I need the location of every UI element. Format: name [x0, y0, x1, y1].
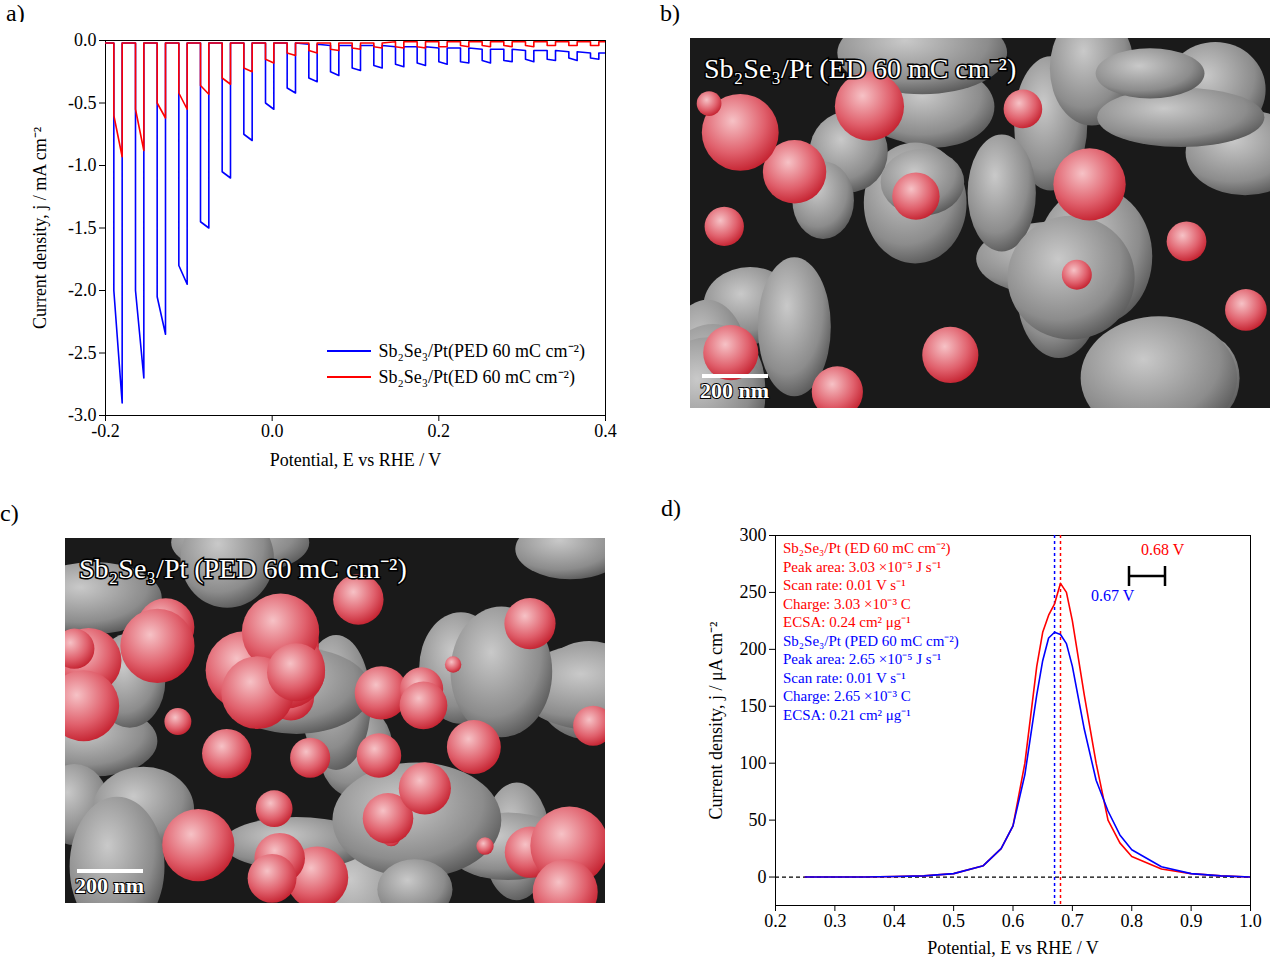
html-text:Sb₂Se₃/Pt (PED 60 mC cm⁻²): Sb₂Se₃/Pt (PED 60 mC cm⁻²) [783, 632, 959, 649]
html-text:ECSA: 0.21 cm² μg⁻¹: ECSA: 0.21 cm² μg⁻¹ [783, 706, 911, 723]
html-text:Scan rate: 0.01 V s⁻¹: Scan rate: 0.01 V s⁻¹ [783, 577, 906, 593]
svg-text:Potential, E vs RHE / V: Potential, E vs RHE / V [927, 938, 1099, 958]
svg-text:0.2: 0.2 [764, 911, 787, 931]
html-text:b): b) [660, 0, 680, 26]
svg-text:0.9: 0.9 [1180, 911, 1203, 931]
html-text:0.68 V: 0.68 V [1141, 541, 1185, 558]
svg-text:-0.2: -0.2 [91, 421, 120, 441]
svg-text:0.5: 0.5 [942, 911, 965, 931]
html-text:d): d) [661, 495, 681, 521]
svg-text:0.3: 0.3 [824, 911, 847, 931]
svg-text:Sb₂Se₃/Pt (PED 60 mC cm⁻²): Sb₂Se₃/Pt (PED 60 mC cm⁻²) [79, 553, 407, 584]
svg-text:100: 100 [740, 753, 767, 773]
html-text:0.67 V: 0.67 V [1091, 587, 1135, 604]
html-text:ECSA: 0.24 cm² μg⁻¹: ECSA: 0.24 cm² μg⁻¹ [783, 614, 911, 630]
svg-text:-2.5: -2.5 [68, 343, 97, 363]
html-text:Charge: 3.03 ×10⁻³ C: Charge: 3.03 ×10⁻³ C [783, 595, 911, 612]
svg-text:250: 250 [740, 582, 767, 602]
svg-text:-3.0: -3.0 [68, 405, 97, 426]
svg-text:-1.5: -1.5 [68, 218, 97, 238]
svg-text:0.7: 0.7 [1061, 911, 1084, 931]
svg-text:Potential, E vs RHE / V: Potential, E vs RHE / V [270, 450, 442, 470]
svg-text:-0.5: -0.5 [68, 93, 97, 113]
svg-text:0.4: 0.4 [594, 421, 617, 441]
svg-text:1.0: 1.0 [1239, 911, 1262, 931]
svg-text:200: 200 [740, 639, 767, 659]
svg-text:200 nm: 200 nm [700, 378, 769, 403]
html-text:c): c) [0, 500, 19, 526]
html-text:Peak area: 2.65 ×10⁻⁵ J s⁻¹: Peak area: 2.65 ×10⁻⁵ J s⁻¹ [783, 651, 942, 667]
svg-text:-1.0: -1.0 [68, 155, 97, 175]
html-text:Sb₂Se₃/Pt(ED 60 mC cm⁻²): Sb₂Se₃/Pt(ED 60 mC cm⁻²) [378, 367, 575, 387]
svg-text:150: 150 [740, 696, 767, 716]
svg-text:0.8: 0.8 [1121, 911, 1144, 931]
svg-text:0.2: 0.2 [428, 421, 451, 441]
svg-text:300: 300 [740, 525, 767, 545]
html-text:a): a) [6, 0, 25, 26]
svg-text:0.4: 0.4 [883, 911, 906, 931]
svg-text:-2.0: -2.0 [68, 280, 97, 300]
svg-text:0.0: 0.0 [74, 30, 97, 50]
html-text:Peak area: 3.03 ×10⁻⁵ J s⁻¹: Peak area: 3.03 ×10⁻⁵ J s⁻¹ [783, 558, 942, 575]
svg-text:200 nm: 200 nm [75, 873, 144, 898]
svg-text:0.6: 0.6 [1002, 911, 1025, 931]
svg-text:0: 0 [758, 867, 767, 887]
svg-text:0.0: 0.0 [261, 421, 284, 441]
svg-text:Current density, j / μA cm⁻²: Current density, j / μA cm⁻² [706, 622, 726, 820]
html-text:Scan rate: 0.01 V s⁻¹: Scan rate: 0.01 V s⁻¹ [783, 669, 906, 686]
html-text:Sb₂Se₃/Pt (ED 60 mC cm⁻²): Sb₂Se₃/Pt (ED 60 mC cm⁻²) [783, 540, 951, 556]
html-text:Sb₂Se₃/Pt(PED 60 mC cm⁻²): Sb₂Se₃/Pt(PED 60 mC cm⁻²) [378, 341, 585, 361]
svg-text:Current density, j / mA cm⁻²: Current density, j / mA cm⁻² [30, 127, 50, 329]
svg-text:Sb₂Se₃/Pt (ED 60 mC cm⁻²): Sb₂Se₃/Pt (ED 60 mC cm⁻²) [704, 53, 1016, 84]
svg-text:50: 50 [749, 810, 767, 830]
html-text:Charge: 2.65 ×10⁻³ C: Charge: 2.65 ×10⁻³ C [783, 688, 911, 704]
